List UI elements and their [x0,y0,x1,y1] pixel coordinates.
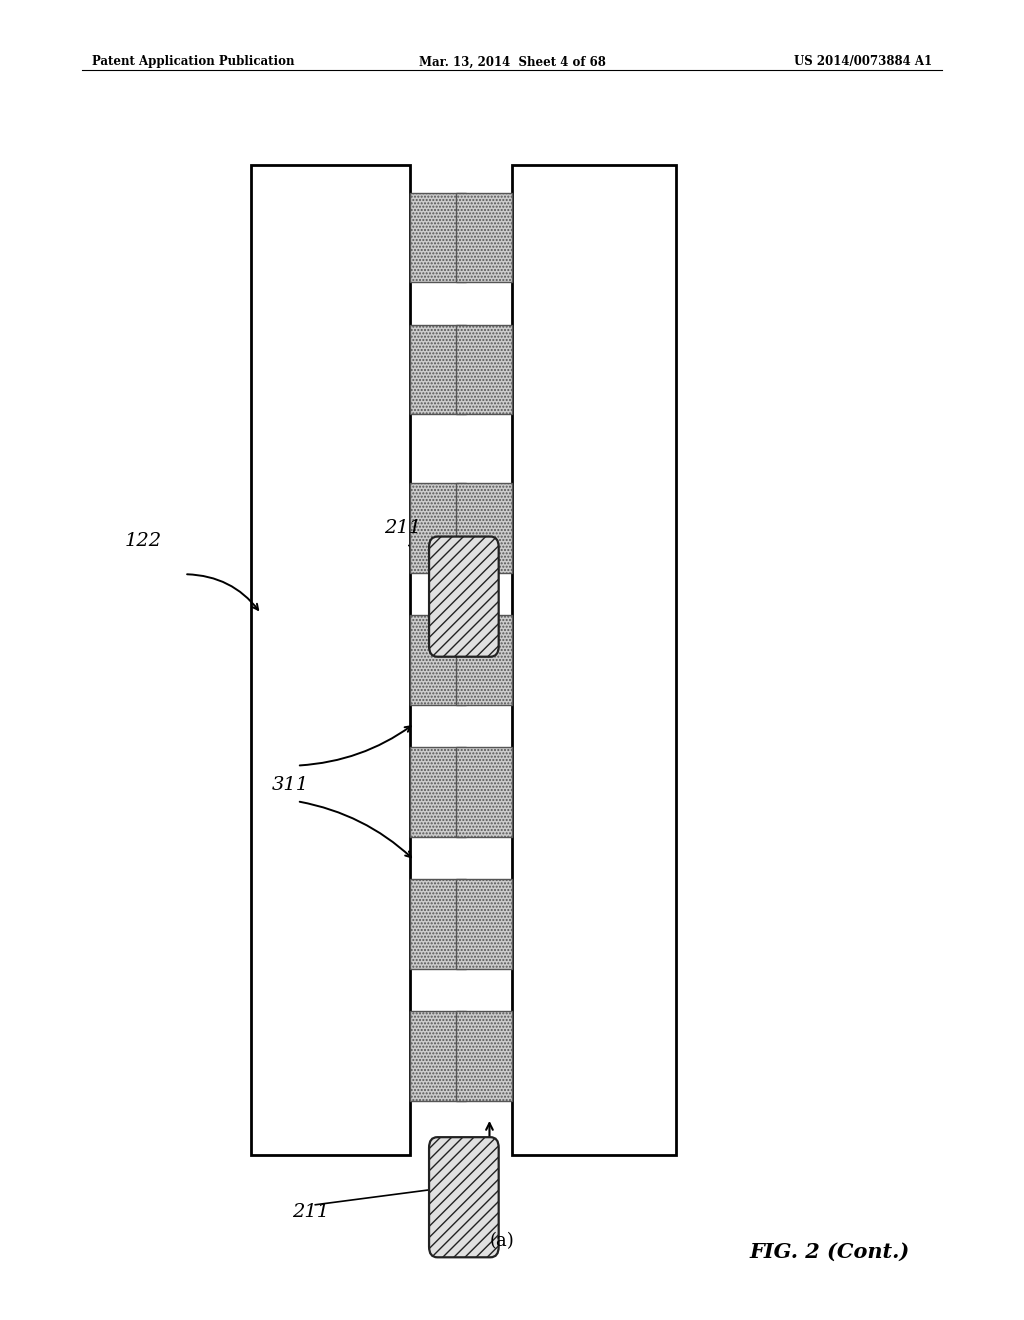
Bar [456,483,512,573]
FancyBboxPatch shape [429,1137,499,1257]
Bar [410,325,466,414]
Bar [410,483,466,573]
FancyBboxPatch shape [429,536,499,656]
Bar [456,879,512,969]
Bar [410,1011,466,1101]
Bar [410,193,466,282]
Bar [456,747,512,837]
Bar [456,325,512,414]
Text: 122: 122 [125,532,162,550]
Bar [251,165,410,1155]
Text: (a): (a) [489,1232,514,1250]
Bar [410,615,466,705]
Bar [512,165,676,1155]
Text: Mar. 13, 2014  Sheet 4 of 68: Mar. 13, 2014 Sheet 4 of 68 [419,55,605,69]
Bar [456,615,512,705]
Text: 211: 211 [384,519,421,537]
Bar [410,879,466,969]
Bar [456,1011,512,1101]
Text: 211: 211 [292,1203,329,1221]
Text: US 2014/0073884 A1: US 2014/0073884 A1 [794,55,932,69]
Bar [410,747,466,837]
Bar [410,165,512,1155]
Text: FIG. 2 (Cont.): FIG. 2 (Cont.) [750,1241,909,1262]
Text: Patent Application Publication: Patent Application Publication [92,55,295,69]
Bar [456,193,512,282]
Text: 311: 311 [271,776,308,795]
